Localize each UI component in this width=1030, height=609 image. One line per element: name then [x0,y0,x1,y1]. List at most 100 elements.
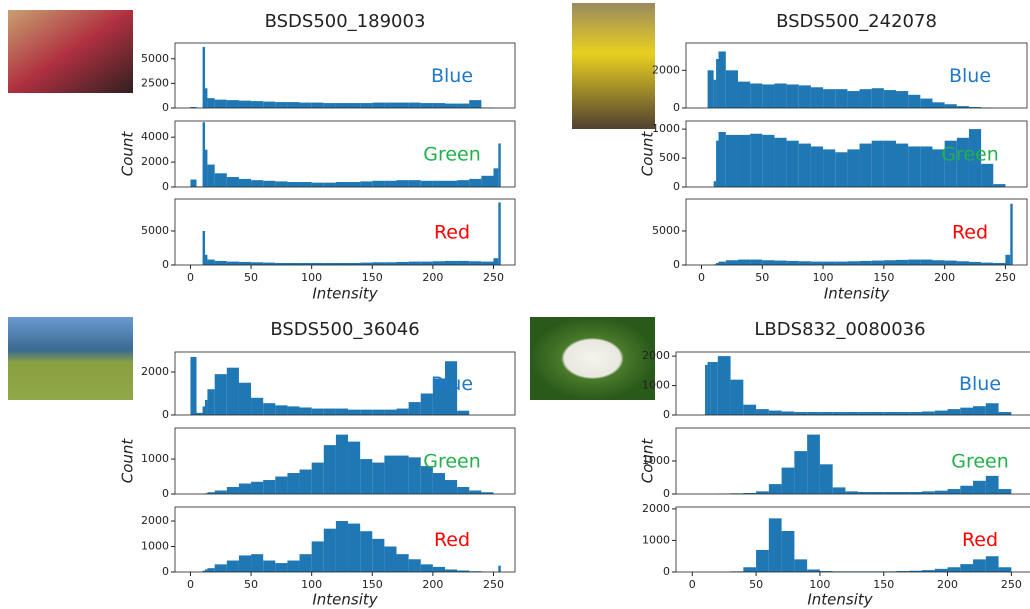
bar [207,389,215,415]
bar [408,457,421,494]
bar [408,559,421,572]
bar [335,182,349,187]
bar [420,564,433,572]
annotation: Red [434,222,470,244]
x-tick-label: 250 [995,271,1016,284]
bar [251,101,264,108]
bar [311,462,324,494]
photo [8,317,133,400]
bar [396,554,409,572]
bar [896,259,909,265]
bar [718,132,726,187]
annotation: Red [434,529,470,551]
bar [205,149,208,187]
bar [998,489,1012,494]
bar [493,258,499,265]
bar [985,475,999,494]
y-tick-label: 0 [663,565,670,578]
annotation: Green [423,144,481,166]
bar [498,565,501,572]
bar [457,180,470,187]
bar [743,567,757,572]
bar [713,181,717,187]
x-axis-label: Intensity [312,591,378,609]
bar [707,70,714,108]
bar [756,549,769,572]
bar [432,566,445,572]
bar [981,163,994,187]
bar [786,84,799,108]
bar [998,412,1012,415]
bar [832,487,846,494]
x-tick-label: 150 [362,271,383,284]
x-tick-label: 100 [809,578,830,591]
bar [372,180,385,187]
bar [214,374,227,415]
bar [807,412,820,415]
axes-frame [675,351,1030,416]
bar [944,104,957,108]
x-tick-label: 0 [187,271,194,284]
bar [807,569,820,572]
y-tick-label: 0 [673,180,680,193]
bar [1010,203,1013,265]
x-tick-label: 200 [937,578,958,591]
bar [205,399,208,415]
bar [871,140,884,187]
bar [323,182,336,187]
y-tick-label: 0 [162,408,169,421]
bar [725,134,738,187]
bar [469,100,482,108]
bar [432,103,445,108]
bar [481,175,494,187]
y-tick-label: 1000 [652,122,680,135]
bar [469,490,482,494]
chart-title: BSDS500_189003 [265,11,426,32]
bar [956,106,969,108]
bar [263,180,276,187]
bar [384,546,397,572]
bar [205,569,208,572]
chart-title: BSDS500_242078 [776,11,937,32]
bar [981,262,994,265]
bar [481,492,494,494]
bar [896,412,910,415]
y-tick-label: 0 [162,487,169,500]
bar [445,569,458,572]
bar [896,143,909,187]
bar [762,84,775,108]
bar [311,262,324,265]
annotation: Red [952,222,988,244]
photo [530,317,655,400]
bar [372,462,385,494]
bar [716,59,719,108]
bar [348,182,361,187]
bar [226,177,239,187]
bar [960,564,974,572]
bar [922,491,935,494]
bar [202,46,205,108]
bar [207,568,215,572]
bar [251,397,264,415]
bar [798,143,811,187]
annotation: Blue [431,373,473,395]
bar [1005,254,1011,265]
bar [705,364,708,415]
bar [445,260,458,265]
bar [287,473,300,494]
bar [756,409,769,415]
bar [384,102,397,108]
x-tick-label: 200 [934,271,955,284]
bar [360,262,373,265]
bar [819,464,833,494]
bar [226,100,239,108]
bar [810,87,824,108]
chart-title: BSDS500_36046 [270,319,419,340]
bar [335,262,349,265]
bar [207,492,215,494]
bar [737,259,751,265]
bar [251,180,264,187]
y-tick-label: 0 [162,565,169,578]
bar [396,455,409,494]
